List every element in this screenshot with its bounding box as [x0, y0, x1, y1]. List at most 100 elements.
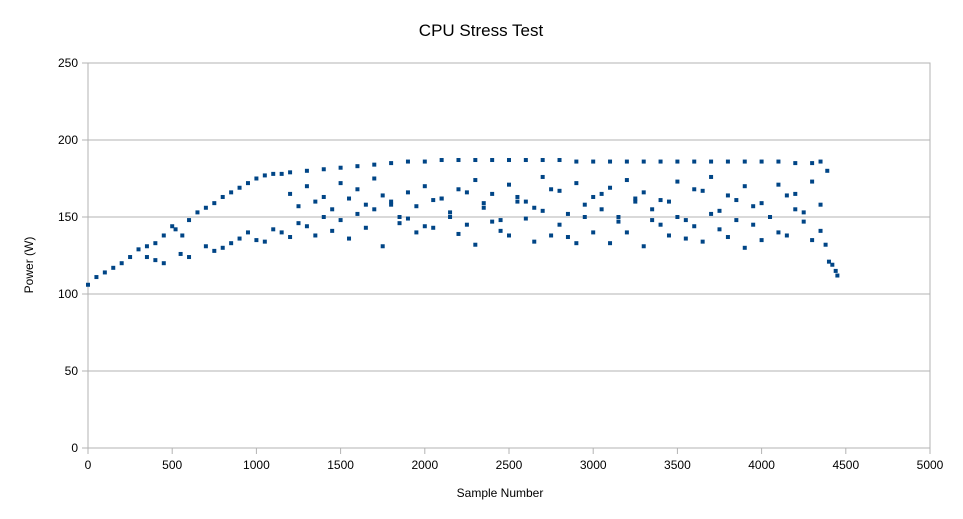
data-point	[144, 255, 149, 260]
data-point	[574, 159, 579, 164]
data-point	[389, 202, 394, 207]
data-point	[532, 239, 537, 244]
data-point	[830, 262, 835, 267]
data-point	[229, 190, 234, 195]
data-point	[507, 158, 511, 163]
data-point	[161, 233, 166, 238]
data-point	[818, 228, 823, 233]
y-axis-label: Power (W)	[22, 237, 36, 294]
y-tick-label: 50	[65, 364, 79, 378]
data-point	[347, 196, 352, 201]
data-point	[624, 159, 629, 164]
data-point	[725, 235, 730, 240]
data-point	[818, 202, 823, 207]
data-point	[825, 168, 830, 173]
data-point	[650, 218, 655, 223]
data-point	[666, 233, 671, 238]
data-point	[776, 159, 781, 164]
data-point	[363, 202, 368, 207]
data-point	[810, 179, 815, 184]
chart-title: CPU Stress Test	[419, 21, 544, 40]
data-point	[136, 247, 141, 252]
data-point	[759, 159, 764, 164]
data-point	[633, 199, 638, 204]
data-point	[431, 198, 436, 203]
y-tick-label: 250	[58, 56, 78, 70]
data-point	[734, 218, 739, 223]
data-point	[793, 191, 798, 196]
data-point	[161, 261, 166, 266]
data-point	[549, 187, 554, 192]
data-point	[422, 184, 427, 189]
data-point	[481, 201, 486, 206]
data-point	[170, 224, 175, 229]
data-point	[599, 191, 604, 196]
data-point	[776, 182, 781, 187]
data-point	[220, 194, 225, 199]
data-point	[700, 239, 705, 244]
data-point	[254, 176, 259, 181]
data-point	[237, 236, 242, 241]
data-point	[180, 233, 185, 238]
data-point	[363, 225, 368, 230]
data-point	[153, 258, 158, 263]
data-point	[658, 198, 663, 203]
data-point	[338, 218, 343, 223]
data-point	[692, 187, 697, 192]
data-point	[456, 187, 461, 192]
data-point	[288, 191, 293, 196]
y-tick-label: 0	[71, 441, 78, 455]
data-point	[296, 221, 301, 226]
data-point	[532, 205, 537, 210]
data-point	[557, 188, 562, 193]
data-point	[490, 158, 495, 163]
data-point	[389, 161, 394, 166]
data-point	[203, 205, 208, 210]
data-point	[111, 265, 116, 270]
x-axis-label: Sample Number	[457, 486, 544, 500]
data-point	[717, 208, 722, 213]
data-point	[810, 238, 815, 243]
data-point	[212, 248, 217, 253]
data-point	[178, 251, 183, 256]
data-point	[776, 230, 781, 235]
data-point	[304, 184, 309, 189]
data-point	[338, 181, 343, 186]
data-point	[666, 199, 671, 204]
data-point	[414, 230, 419, 235]
data-point	[523, 158, 528, 163]
data-point	[709, 174, 714, 179]
data-point	[220, 245, 225, 250]
x-tick-label: 4500	[832, 458, 859, 472]
data-point	[355, 211, 360, 216]
data-point	[456, 231, 461, 236]
data-point	[212, 201, 217, 206]
data-point	[313, 199, 318, 204]
data-point	[793, 207, 798, 212]
data-point	[389, 199, 394, 204]
data-point	[304, 168, 309, 173]
data-point	[271, 227, 276, 232]
data-point	[372, 162, 377, 167]
data-point	[768, 215, 773, 219]
data-point	[549, 233, 554, 238]
data-point	[448, 210, 453, 215]
data-point	[742, 184, 747, 189]
data-point	[833, 268, 838, 273]
data-point	[128, 255, 133, 260]
data-point	[801, 219, 806, 224]
y-tick-label: 150	[58, 210, 78, 224]
data-point	[717, 227, 722, 232]
data-point	[338, 165, 343, 170]
data-point	[229, 241, 234, 246]
y-tick-label: 100	[58, 287, 78, 301]
data-point	[330, 228, 335, 233]
data-point	[641, 159, 646, 164]
data-point	[355, 164, 360, 169]
data-point	[94, 275, 99, 280]
data-point	[759, 201, 764, 206]
data-point	[173, 227, 178, 232]
data-point	[313, 233, 318, 238]
data-point	[810, 161, 815, 166]
data-point	[574, 241, 579, 246]
